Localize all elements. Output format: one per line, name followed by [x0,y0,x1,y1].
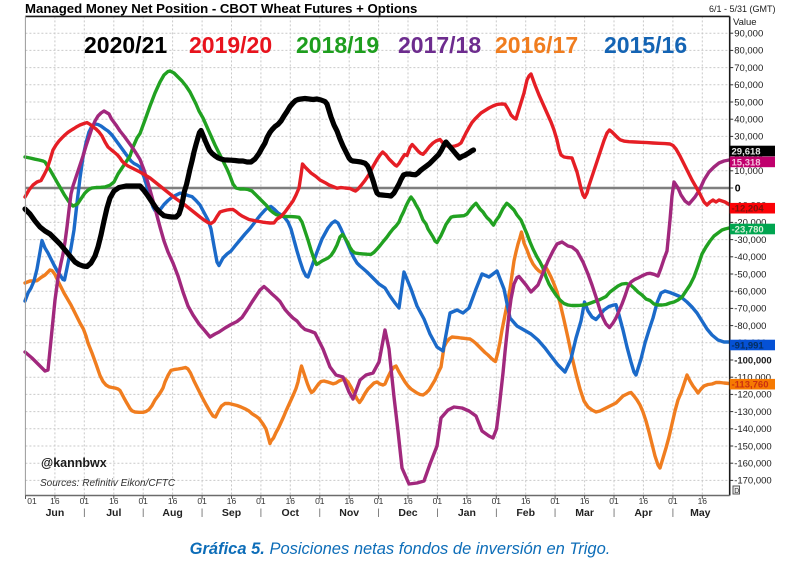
svg-text:D: D [734,488,739,495]
svg-text:Sep: Sep [222,507,241,519]
svg-text:60,000: 60,000 [734,80,763,91]
svg-text:-120,000: -120,000 [734,390,772,401]
svg-text:|: | [260,507,262,517]
svg-text:@kannbwx: @kannbwx [41,456,107,470]
svg-text:-170,000: -170,000 [734,476,772,487]
svg-text:16: 16 [403,496,413,506]
svg-text:30,000: 30,000 [734,132,763,143]
svg-text:Value: Value [733,17,757,28]
svg-text:01: 01 [197,496,207,506]
svg-text:01: 01 [80,496,90,506]
svg-text:01: 01 [492,496,502,506]
svg-text:-130,000: -130,000 [734,407,772,418]
svg-text:16: 16 [50,496,60,506]
svg-text:-150,000: -150,000 [734,441,772,452]
svg-text:0: 0 [735,183,741,195]
svg-text:16: 16 [109,496,119,506]
svg-text:01: 01 [374,496,384,506]
svg-text:|: | [319,507,321,517]
svg-text:-50,000: -50,000 [734,269,766,280]
svg-text:6/1 - 5/31 (GMT): 6/1 - 5/31 (GMT) [709,4,776,14]
svg-text:-160,000: -160,000 [734,459,772,470]
svg-text:-140,000: -140,000 [734,424,772,435]
svg-text:2019/20: 2019/20 [189,32,272,58]
svg-text:-70,000: -70,000 [734,304,766,315]
svg-text:Gráfica 5. Posiciones netas fo: Gráfica 5. Posiciones netas fondos de in… [190,540,611,558]
svg-text:Sources: Refinitiv Eikon/CFTC: Sources: Refinitiv Eikon/CFTC [40,478,176,489]
svg-text:16: 16 [521,496,531,506]
svg-text:Feb: Feb [516,507,535,519]
svg-text:-12,204: -12,204 [732,204,765,215]
svg-text:|: | [201,507,203,517]
svg-text:Jun: Jun [46,507,65,519]
svg-text:2016/17: 2016/17 [495,32,578,58]
svg-text:Jul: Jul [106,507,121,519]
svg-text:2017/18: 2017/18 [398,32,481,58]
svg-text:-40,000: -40,000 [734,252,766,263]
svg-text:-23,780: -23,780 [732,225,764,236]
svg-text:Managed Money Net Position - C: Managed Money Net Position - CBOT Wheat … [25,1,417,16]
svg-text:|: | [613,507,615,517]
svg-text:-110,000: -110,000 [734,373,771,384]
svg-text:Dec: Dec [398,507,417,519]
svg-text:2020/21: 2020/21 [84,32,167,58]
svg-text:|: | [672,507,674,517]
svg-text:Oct: Oct [282,507,300,519]
svg-text:16: 16 [168,496,178,506]
svg-text:01: 01 [315,496,325,506]
svg-text:40,000: 40,000 [734,115,763,126]
svg-text:01: 01 [27,496,37,506]
svg-text:-80,000: -80,000 [734,321,766,332]
svg-text:16: 16 [462,496,472,506]
svg-text:|: | [377,507,379,517]
svg-text:50,000: 50,000 [734,97,763,108]
svg-text:80,000: 80,000 [734,46,763,57]
svg-text:Aug: Aug [162,507,182,519]
svg-text:-113,760: -113,760 [732,380,769,391]
svg-text:10,000: 10,000 [734,166,763,177]
svg-text:01: 01 [550,496,560,506]
svg-text:70,000: 70,000 [734,63,763,74]
svg-text:May: May [690,507,711,519]
svg-text:2015/16: 2015/16 [604,32,687,58]
svg-text:2018/19: 2018/19 [296,32,379,58]
svg-text:|: | [83,507,85,517]
svg-text:|: | [436,507,438,517]
svg-text:16: 16 [344,496,354,506]
svg-text:-30,000: -30,000 [734,235,766,246]
svg-text:16: 16 [286,496,296,506]
svg-text:-20,000: -20,000 [734,218,766,229]
svg-text:90,000: 90,000 [734,29,763,40]
svg-text:Mar: Mar [575,507,594,519]
svg-text:16: 16 [639,496,649,506]
svg-text:|: | [142,507,144,517]
svg-text:-91,991: -91,991 [732,341,765,352]
svg-text:-100,000: -100,000 [734,355,772,366]
svg-text:|: | [495,507,497,517]
svg-text:Jan: Jan [458,507,476,519]
svg-text:16: 16 [227,496,237,506]
svg-text:|: | [554,507,556,517]
svg-text:01: 01 [138,496,148,506]
svg-text:01: 01 [668,496,678,506]
svg-text:16: 16 [580,496,590,506]
svg-text:29,618: 29,618 [732,147,761,158]
svg-text:16: 16 [698,496,708,506]
svg-text:15,318: 15,318 [732,157,761,168]
svg-text:Apr: Apr [634,507,652,519]
svg-text:01: 01 [256,496,266,506]
svg-text:01: 01 [609,496,619,506]
svg-text:01: 01 [433,496,443,506]
svg-text:-60,000: -60,000 [734,287,766,298]
svg-text:Nov: Nov [339,507,359,519]
